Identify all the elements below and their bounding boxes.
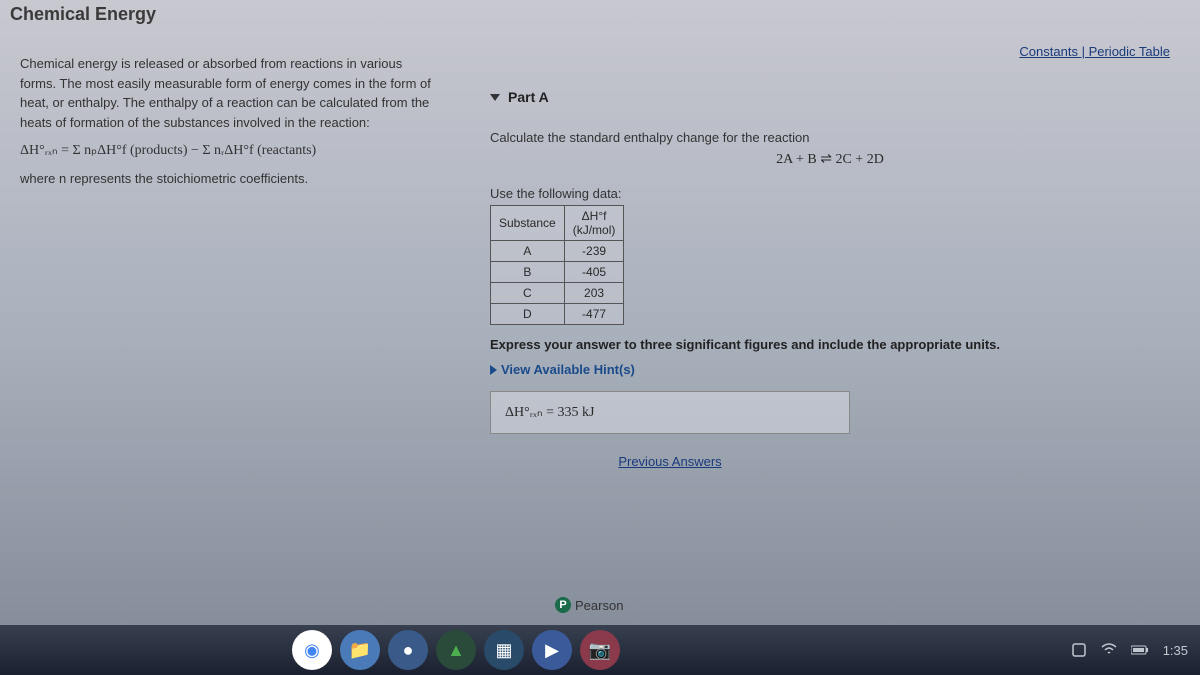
cell-substance: B <box>491 262 565 283</box>
answer-label: ΔH°ᵣₓₙ = <box>505 405 554 420</box>
taskbar-right: 1:35 <box>1071 642 1188 658</box>
use-data-label: Use the following data: <box>490 186 1170 201</box>
instruction-text: Calculate the standard enthalpy change f… <box>490 130 1170 145</box>
enthalpy-formula: ΔH°ᵣₓₙ = Σ nₚΔH°f (products) − Σ nᵣΔH°f … <box>20 140 440 161</box>
header-dhf: ΔH°f (kJ/mol) <box>564 206 624 241</box>
cell-value: -239 <box>564 241 624 262</box>
camera-icon[interactable]: 📷 <box>580 630 620 670</box>
right-column: Constants | Periodic Table Part A Calcul… <box>470 39 1190 469</box>
video-icon[interactable]: ▶ <box>532 630 572 670</box>
part-header[interactable]: Part A <box>490 89 1170 105</box>
table-header-row: Substance ΔH°f (kJ/mol) <box>491 206 624 241</box>
app1-icon[interactable]: ● <box>388 630 428 670</box>
table-row: C 203 <box>491 283 624 304</box>
constants-link[interactable]: Constants <box>1019 44 1078 59</box>
cell-value: -477 <box>564 304 624 325</box>
answer-box[interactable]: ΔH°ᵣₓₙ = 335 kJ <box>490 391 850 434</box>
cell-substance: A <box>491 241 565 262</box>
periodic-table-link[interactable]: Periodic Table <box>1089 44 1170 59</box>
app2-icon[interactable]: ▦ <box>484 630 524 670</box>
table-row: B -405 <box>491 262 624 283</box>
top-links: Constants | Periodic Table <box>490 44 1170 59</box>
part-label: Part A <box>508 89 549 105</box>
chrome-icon[interactable]: ◉ <box>292 630 332 670</box>
files-icon[interactable]: 📁 <box>340 630 380 670</box>
intro-paragraph: Chemical energy is released or absorbed … <box>20 54 440 132</box>
cell-value: 203 <box>564 283 624 304</box>
express-instruction: Express your answer to three significant… <box>490 337 1170 352</box>
drive-icon[interactable]: ▲ <box>436 630 476 670</box>
previous-answers-link[interactable]: Previous Answers <box>490 454 850 469</box>
table-row: A -239 <box>491 241 624 262</box>
left-column: Chemical energy is released or absorbed … <box>10 39 450 469</box>
content-area: Chemical energy is released or absorbed … <box>0 29 1200 469</box>
header-substance: Substance <box>491 206 565 241</box>
taskbar: ◉📁●▲▦▶📷 1:35 <box>0 625 1200 675</box>
notification-icon[interactable] <box>1071 642 1087 658</box>
hint-label: View Available Hint(s) <box>501 362 635 377</box>
view-hints-link[interactable]: View Available Hint(s) <box>490 362 1170 377</box>
table-row: D -477 <box>491 304 624 325</box>
answer-value: 335 kJ <box>557 405 594 420</box>
cell-substance: C <box>491 283 565 304</box>
taskbar-icons: ◉📁●▲▦▶📷 <box>292 630 620 670</box>
clock[interactable]: 1:35 <box>1163 643 1188 658</box>
link-separator: | <box>1078 44 1089 59</box>
pearson-logo-icon: P <box>555 597 571 613</box>
collapse-icon <box>490 94 500 101</box>
expand-icon <box>490 365 497 375</box>
pearson-name: Pearson <box>575 598 623 613</box>
data-table: Substance ΔH°f (kJ/mol) A -239 B -405 C … <box>490 205 624 325</box>
cell-substance: D <box>491 304 565 325</box>
pearson-branding: P Pearson <box>555 597 623 613</box>
cell-value: -405 <box>564 262 624 283</box>
intro-note: where n represents the stoichiometric co… <box>20 169 440 189</box>
reaction-equation: 2A + B ⇌ 2C + 2D <box>490 151 1170 168</box>
battery-icon[interactable] <box>1131 645 1149 655</box>
wifi-icon[interactable] <box>1101 643 1117 657</box>
page-title: Chemical Energy <box>0 0 1200 29</box>
